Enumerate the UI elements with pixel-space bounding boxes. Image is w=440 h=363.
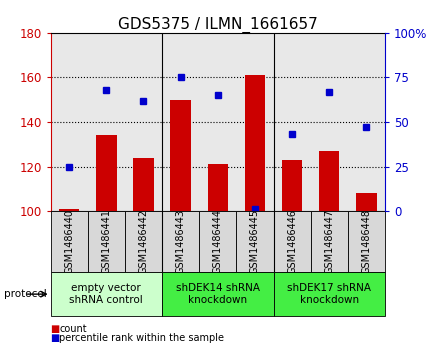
Text: GSM1486444: GSM1486444	[213, 209, 223, 274]
Text: shDEK17 shRNA
knockdown: shDEK17 shRNA knockdown	[287, 284, 371, 305]
Bar	[51, 211, 88, 273]
Bar	[96, 135, 117, 211]
Bar	[245, 75, 265, 211]
Text: GSM1486441: GSM1486441	[101, 209, 111, 274]
Bar	[319, 151, 340, 211]
Bar	[88, 211, 125, 273]
Text: empty vector
shRNA control: empty vector shRNA control	[70, 284, 143, 305]
Text: GSM1486440: GSM1486440	[64, 209, 74, 274]
Text: GSM1486448: GSM1486448	[361, 209, 371, 274]
Text: protocol: protocol	[4, 289, 47, 299]
Bar	[274, 211, 311, 273]
Bar	[282, 160, 302, 211]
Text: ■: ■	[51, 323, 60, 334]
Bar	[236, 211, 274, 273]
Bar	[162, 273, 274, 316]
Text: GSM1486443: GSM1486443	[176, 209, 186, 274]
Bar	[348, 211, 385, 273]
Text: percentile rank within the sample: percentile rank within the sample	[59, 333, 224, 343]
Bar	[199, 211, 236, 273]
Bar	[162, 211, 199, 273]
Text: ■: ■	[51, 333, 60, 343]
Bar	[59, 209, 79, 211]
Text: GSM1486447: GSM1486447	[324, 209, 334, 274]
Bar	[170, 99, 191, 211]
Bar	[274, 273, 385, 316]
Text: GSM1486445: GSM1486445	[250, 209, 260, 274]
Bar	[51, 273, 162, 316]
Bar	[311, 211, 348, 273]
Bar	[125, 211, 162, 273]
Text: count: count	[59, 323, 87, 334]
Text: shDEK14 shRNA
knockdown: shDEK14 shRNA knockdown	[176, 284, 260, 305]
Text: GSM1486442: GSM1486442	[139, 209, 148, 274]
Bar	[356, 193, 377, 211]
Title: GDS5375 / ILMN_1661657: GDS5375 / ILMN_1661657	[118, 16, 318, 33]
Text: GSM1486446: GSM1486446	[287, 209, 297, 274]
Bar	[133, 158, 154, 211]
Bar	[208, 164, 228, 211]
